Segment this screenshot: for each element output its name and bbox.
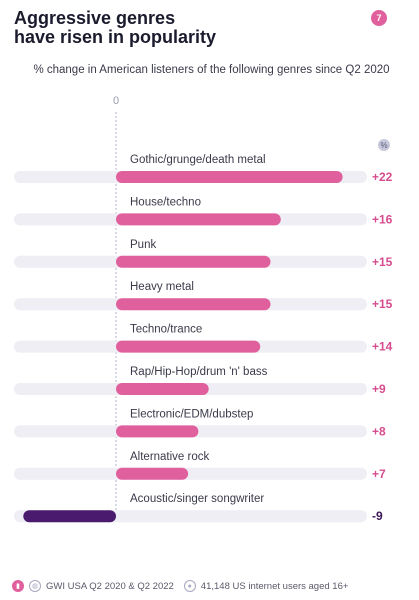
bar: [23, 510, 116, 523]
value-label: +16: [372, 212, 393, 226]
chart-subtitle: % change in American listeners of the fo…: [33, 64, 390, 76]
bar: [116, 213, 281, 226]
category-label: House/techno: [130, 196, 201, 208]
category-label: Heavy metal: [130, 281, 194, 293]
value-label: +15: [372, 255, 393, 269]
bar-chart: 0% Gothic/grunge/death metal +22 House/tech…: [14, 95, 393, 523]
category-label: Rap/Hip-Hop/drum 'n' bass: [130, 366, 268, 378]
value-label: +7: [372, 467, 386, 481]
unit-label: %: [380, 141, 387, 150]
value-label: +8: [372, 424, 386, 438]
source-text: GWI USA Q2 2020 & Q2 2022: [46, 580, 174, 592]
page-number-badge: 7: [371, 10, 387, 26]
value-label: +14: [372, 340, 393, 354]
category-label: Alternative rock: [130, 451, 210, 463]
value-label: +15: [372, 297, 393, 311]
category-label: Acoustic/singer songwriter: [130, 493, 264, 505]
bar: [116, 340, 261, 353]
category-label: Electronic/EDM/dubstep: [130, 408, 253, 420]
unit-badge: [378, 139, 390, 151]
category-label: Gothic/grunge/death metal: [130, 154, 266, 166]
category-label: Techno/trance: [130, 324, 202, 336]
value-label: +22: [372, 170, 393, 184]
chart-title: Aggressive genres have risen in populari…: [14, 9, 344, 47]
sample-text: 41,148 US internet users aged 16+: [200, 580, 349, 592]
globe-icon: ◍: [29, 580, 41, 592]
zero-tick-label: 0: [113, 95, 119, 107]
chart-footer: ▮ ◍ GWI USA Q2 2020 & Q2 2022 ● 41,148 U…: [12, 580, 348, 592]
bar-track: [14, 467, 367, 480]
users-icon: ●: [183, 580, 196, 592]
bar: [116, 171, 343, 183]
value-label: +9: [372, 382, 386, 396]
bar: [116, 425, 199, 438]
bar: [116, 298, 271, 311]
title-line-2: have risen in popularity: [14, 27, 217, 47]
value-label: -9: [372, 509, 383, 523]
title-line-1: Aggressive genres: [14, 8, 176, 28]
bar: [116, 383, 209, 395]
chart-icon: ▮: [12, 580, 24, 592]
category-label: Punk: [130, 239, 156, 251]
bar: [116, 255, 271, 268]
bar: [116, 467, 189, 480]
